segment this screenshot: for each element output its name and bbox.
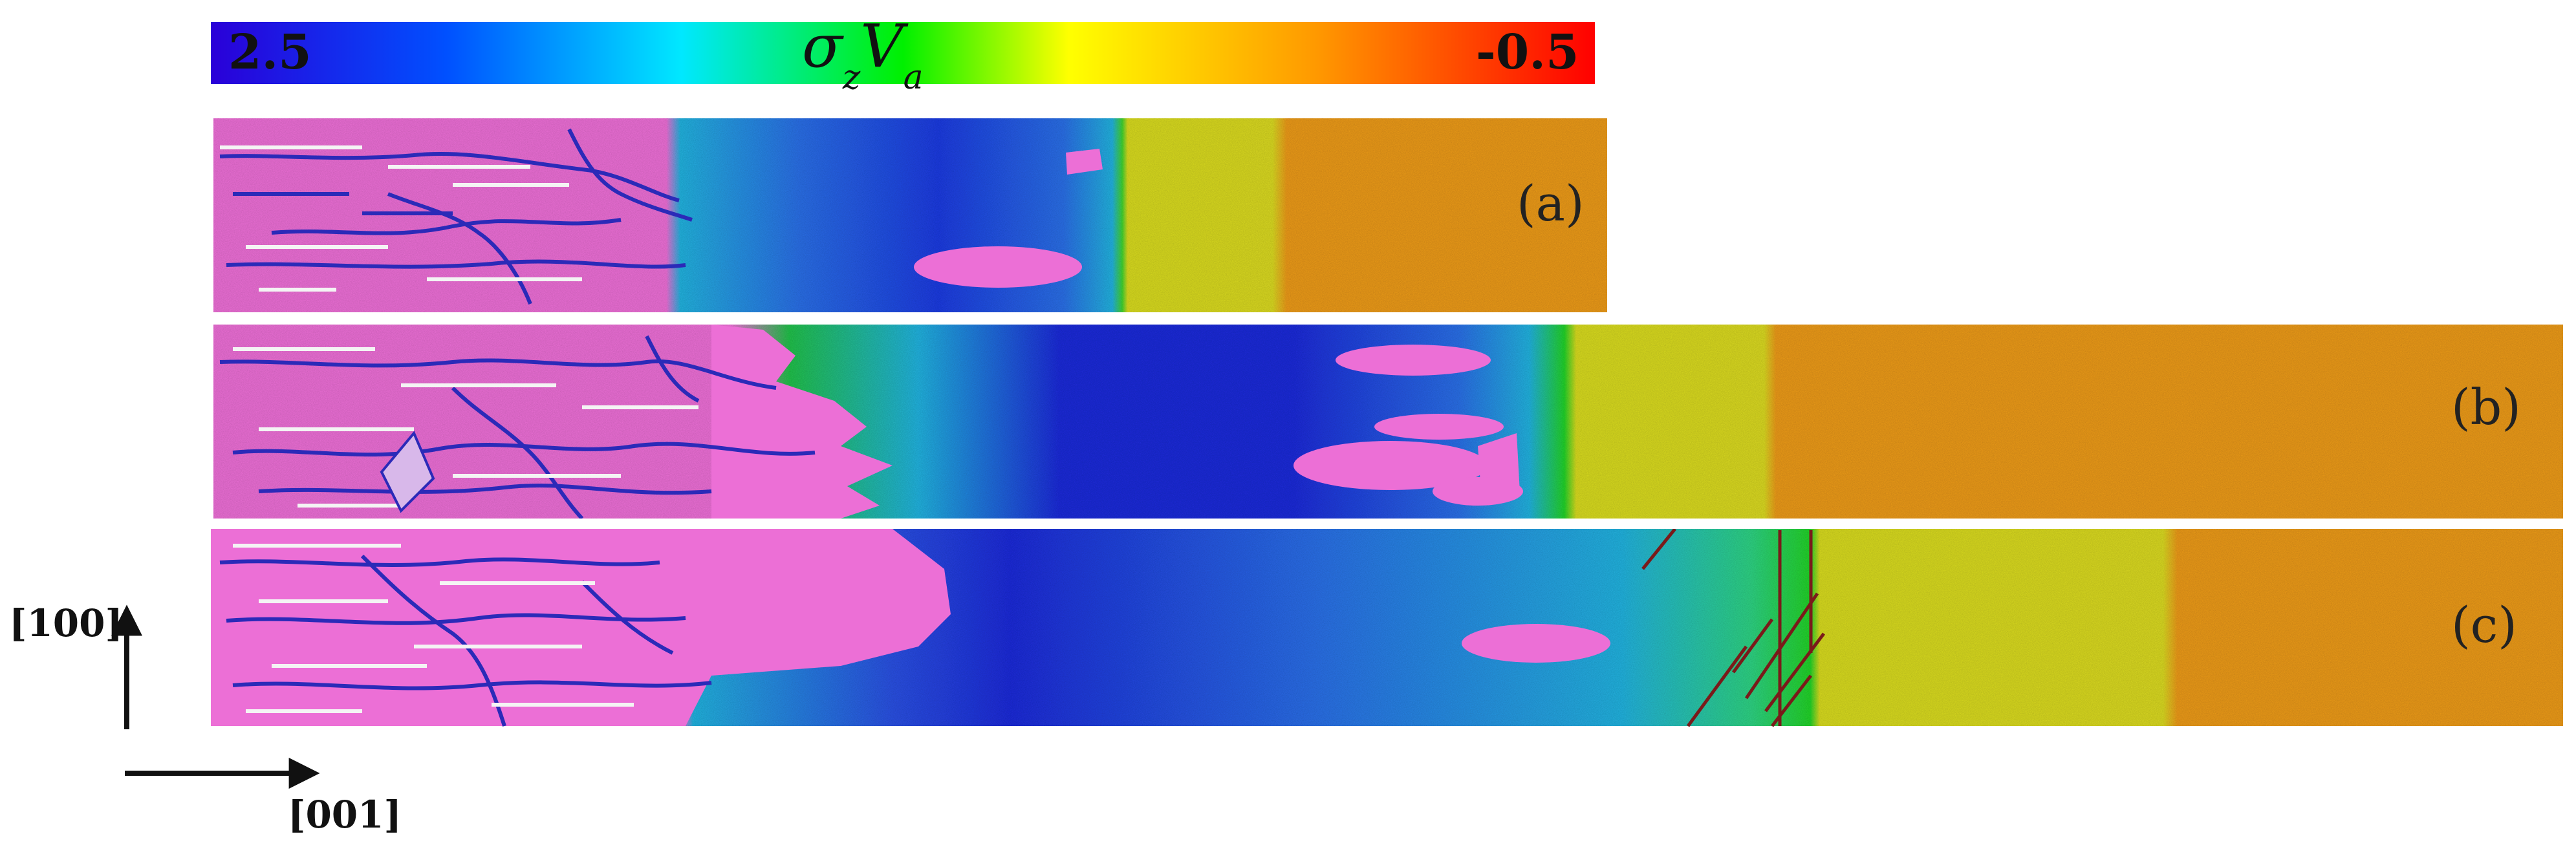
panel-a-inclusion [914, 246, 1082, 288]
panel-a-white-streaks [220, 145, 582, 292]
colorbar-max-label: 2.5 [228, 25, 312, 80]
panel-c [211, 528, 2563, 727]
colorbar-sub1: z [842, 58, 861, 97]
colorbar-mid: V [860, 12, 904, 81]
panel-b-inclusions [1293, 345, 1523, 506]
panel-b [213, 325, 2563, 520]
panel-a-defects [219, 128, 693, 305]
panel-a-tag: (a) [1517, 175, 1585, 232]
panel-b-defects [219, 335, 816, 520]
panel-a-inclusion-small [1066, 149, 1103, 175]
panel-b-finger [711, 325, 893, 519]
panel-c-defects [219, 554, 712, 727]
panel-b-white-streaks [233, 347, 698, 508]
panel-b-twin-region [380, 431, 435, 513]
colorbar-symbol: σ [802, 12, 843, 81]
panel-c-slip-lines [1641, 528, 1825, 727]
panel-a [213, 118, 1607, 312]
axis-label-horizontal: [001] [288, 793, 402, 837]
colorbar-min-label: -0.5 [1476, 25, 1579, 80]
colorbar-quantity: σzVa [802, 12, 924, 97]
separator-bc [211, 519, 2565, 529]
colorbar [211, 22, 1595, 84]
colorbar-sub2: a [903, 58, 924, 97]
axis-label-vertical: [100] [9, 601, 123, 645]
panel-c-tag: (c) [2451, 596, 2517, 654]
panel-c-inclusion-large [211, 529, 951, 726]
panel-c-white-streaks [233, 544, 634, 713]
panel-b-tag: (b) [2451, 378, 2521, 436]
separator-ab [211, 312, 2565, 325]
panel-c-inclusion [1462, 624, 1610, 663]
